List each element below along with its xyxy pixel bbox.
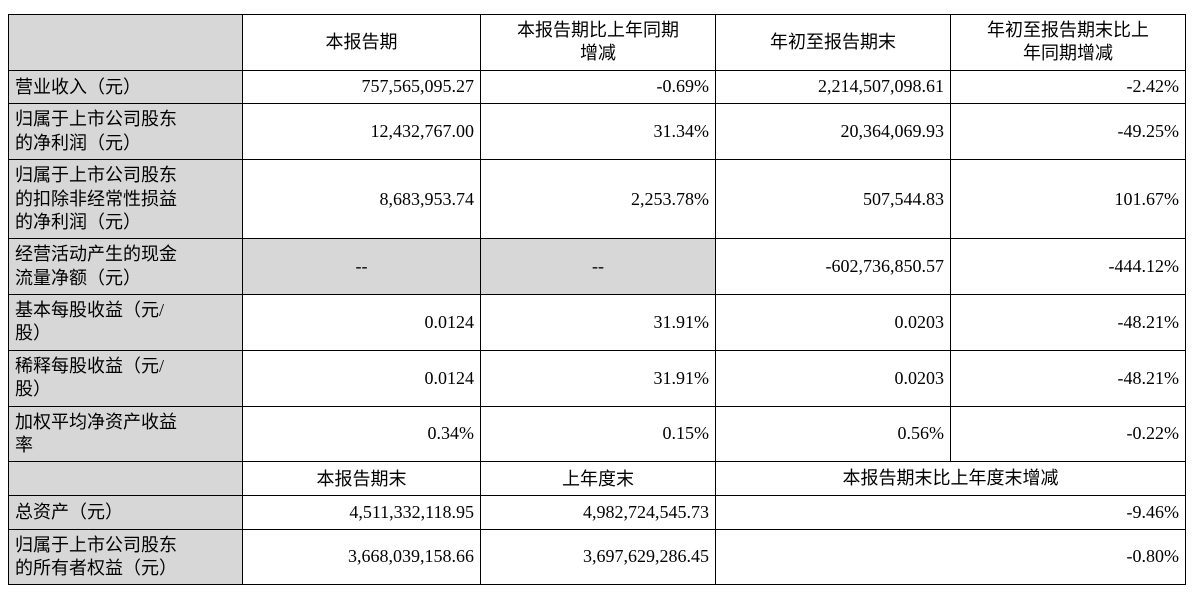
row-operating-revenue: 营业收入（元） 757,565,095.27 -0.69% 2,214,507,… bbox=[8, 69, 1186, 105]
corner-cell bbox=[8, 14, 243, 71]
cell-current-period: -- bbox=[242, 238, 481, 296]
col-header-label: 本报告期末 bbox=[316, 468, 407, 489]
cell-current-period: 0.0124 bbox=[242, 294, 481, 351]
col-header-current-period: 本报告期 bbox=[242, 14, 481, 71]
col-header-end-vs-prior-year-change: 本报告期末比上年度末增减 bbox=[715, 461, 1186, 496]
cell-current-period: 12,432,767.00 bbox=[242, 103, 481, 161]
row-total-assets: 总资产（元） 4,511,332,118.95 4,982,724,545.73… bbox=[8, 494, 1186, 530]
row-label: 稀释每股收益（元/股） bbox=[8, 349, 243, 407]
row-diluted-eps: 稀释每股收益（元/股） 0.0124 31.91% 0.0203 -48.21% bbox=[8, 349, 1186, 407]
col-header-ytd-yoy-change: 年初至报告期末比上年同期增减 bbox=[950, 14, 1186, 71]
cell-current-period: 0.34% bbox=[242, 405, 481, 463]
cell-ytd: 2,214,507,098.61 bbox=[715, 69, 951, 105]
cell-period-yoy-change: 31.91% bbox=[480, 349, 716, 407]
col-header-ytd: 年初至报告期末 bbox=[715, 14, 951, 71]
row-weighted-average-roe: 加权平均净资产收益率 0.34% 0.15% 0.56% -0.22% bbox=[8, 405, 1186, 463]
cell-ytd: 0.56% bbox=[715, 405, 951, 463]
cell-ytd-yoy-change: -48.21% bbox=[950, 294, 1186, 351]
col-header-end-of-prior-year: 上年度末 bbox=[480, 461, 716, 496]
row-label-text: 加权平均净资产收益率 bbox=[15, 411, 177, 456]
cell-ytd: 507,544.83 bbox=[715, 159, 951, 240]
cell-end-vs-prior-year-change: -9.46% bbox=[715, 494, 1186, 530]
cell-period-yoy-change: 0.15% bbox=[480, 405, 716, 463]
row-label-text: 归属于上市公司股东的净利润（元） bbox=[15, 109, 177, 153]
cell-end-of-period: 4,511,332,118.95 bbox=[242, 494, 481, 530]
row-label: 归属于上市公司股东的所有者权益（元） bbox=[8, 528, 243, 586]
cell-ytd: 0.0203 bbox=[715, 349, 951, 407]
cell-ytd-yoy-change: -444.12% bbox=[950, 238, 1186, 296]
col-header-label: 本报告期比上年同期增减 bbox=[517, 20, 679, 64]
row-label-text: 营业收入（元） bbox=[15, 76, 141, 97]
corner-cell bbox=[8, 461, 243, 496]
cell-end-of-prior-year: 4,982,724,545.73 bbox=[480, 494, 716, 530]
row-label-text: 稀释每股收益（元/股） bbox=[15, 355, 165, 400]
cell-current-period: 0.0124 bbox=[242, 349, 481, 407]
col-header-label: 年初至报告期末 bbox=[770, 32, 896, 53]
col-header-label: 本报告期 bbox=[325, 32, 398, 53]
cell-current-period: 757,565,095.27 bbox=[242, 69, 481, 105]
cell-period-yoy-change: -- bbox=[480, 238, 716, 296]
cell-ytd: 20,364,069.93 bbox=[715, 103, 951, 161]
row-net-profit-attributable: 归属于上市公司股东的净利润（元） 12,432,767.00 31.34% 20… bbox=[8, 103, 1186, 161]
cell-ytd-yoy-change: 101.67% bbox=[950, 159, 1186, 240]
row-label: 营业收入（元） bbox=[8, 69, 243, 105]
cell-end-of-period: 3,668,039,158.66 bbox=[242, 528, 481, 586]
cell-ytd-yoy-change: -2.42% bbox=[950, 69, 1186, 105]
cell-period-yoy-change: 31.34% bbox=[480, 103, 716, 161]
cell-current-period: 8,683,953.74 bbox=[242, 159, 481, 240]
period-header-row: 本报告期 本报告期比上年同期增减 年初至报告期末 年初至报告期末比上年同期增减 bbox=[8, 14, 1186, 71]
cell-period-yoy-change: 31.91% bbox=[480, 294, 716, 351]
financial-summary-table: 本报告期 本报告期比上年同期增减 年初至报告期末 年初至报告期末比上年同期增减 … bbox=[8, 14, 1186, 586]
cell-ytd-yoy-change: -48.21% bbox=[950, 349, 1186, 407]
cell-period-yoy-change: -0.69% bbox=[480, 69, 716, 105]
cell-ytd: -602,736,850.57 bbox=[715, 238, 951, 296]
row-basic-eps: 基本每股收益（元/股） 0.0124 31.91% 0.0203 -48.21% bbox=[8, 294, 1186, 351]
cell-ytd: 0.0203 bbox=[715, 294, 951, 351]
cell-end-of-prior-year: 3,697,629,286.45 bbox=[480, 528, 716, 586]
cell-ytd-yoy-change: -49.25% bbox=[950, 103, 1186, 161]
col-header-end-of-period: 本报告期末 bbox=[242, 461, 481, 496]
col-header-label: 上年度末 bbox=[562, 468, 634, 489]
row-label: 归属于上市公司股东的净利润（元） bbox=[8, 103, 243, 161]
row-label: 加权平均净资产收益率 bbox=[8, 405, 243, 463]
row-label-text: 归属于上市公司股东的所有者权益（元） bbox=[15, 534, 177, 578]
row-label: 基本每股收益（元/股） bbox=[8, 294, 243, 351]
yearend-header-row: 本报告期末 上年度末 本报告期末比上年度末增减 bbox=[8, 461, 1186, 496]
cell-period-yoy-change: 2,253.78% bbox=[480, 159, 716, 240]
row-net-profit-deducting-nonrecurring: 归属于上市公司股东的扣除非经常性损益的净利润（元） 8,683,953.74 2… bbox=[8, 159, 1186, 240]
row-label-text: 总资产（元） bbox=[15, 502, 123, 523]
row-label: 经营活动产生的现金流量净额（元） bbox=[8, 238, 243, 296]
row-label-text: 基本每股收益（元/股） bbox=[15, 300, 165, 344]
row-label-text: 归属于上市公司股东的扣除非经常性损益的净利润（元） bbox=[15, 165, 177, 232]
col-header-label: 年初至报告期末比上年同期增减 bbox=[987, 20, 1149, 64]
cell-ytd-yoy-change: -0.22% bbox=[950, 405, 1186, 463]
cell-end-vs-prior-year-change: -0.80% bbox=[715, 528, 1186, 586]
row-label-text: 经营活动产生的现金流量净额（元） bbox=[15, 244, 177, 288]
row-equity-attributable: 归属于上市公司股东的所有者权益（元） 3,668,039,158.66 3,69… bbox=[8, 528, 1186, 586]
report-page: 本报告期 本报告期比上年同期增减 年初至报告期末 年初至报告期末比上年同期增减 … bbox=[8, 14, 1186, 586]
row-label: 总资产（元） bbox=[8, 494, 243, 530]
col-header-period-yoy-change: 本报告期比上年同期增减 bbox=[480, 14, 716, 71]
row-operating-cash-flow: 经营活动产生的现金流量净额（元） -- -- -602,736,850.57 -… bbox=[8, 238, 1186, 296]
row-label: 归属于上市公司股东的扣除非经常性损益的净利润（元） bbox=[8, 159, 243, 240]
